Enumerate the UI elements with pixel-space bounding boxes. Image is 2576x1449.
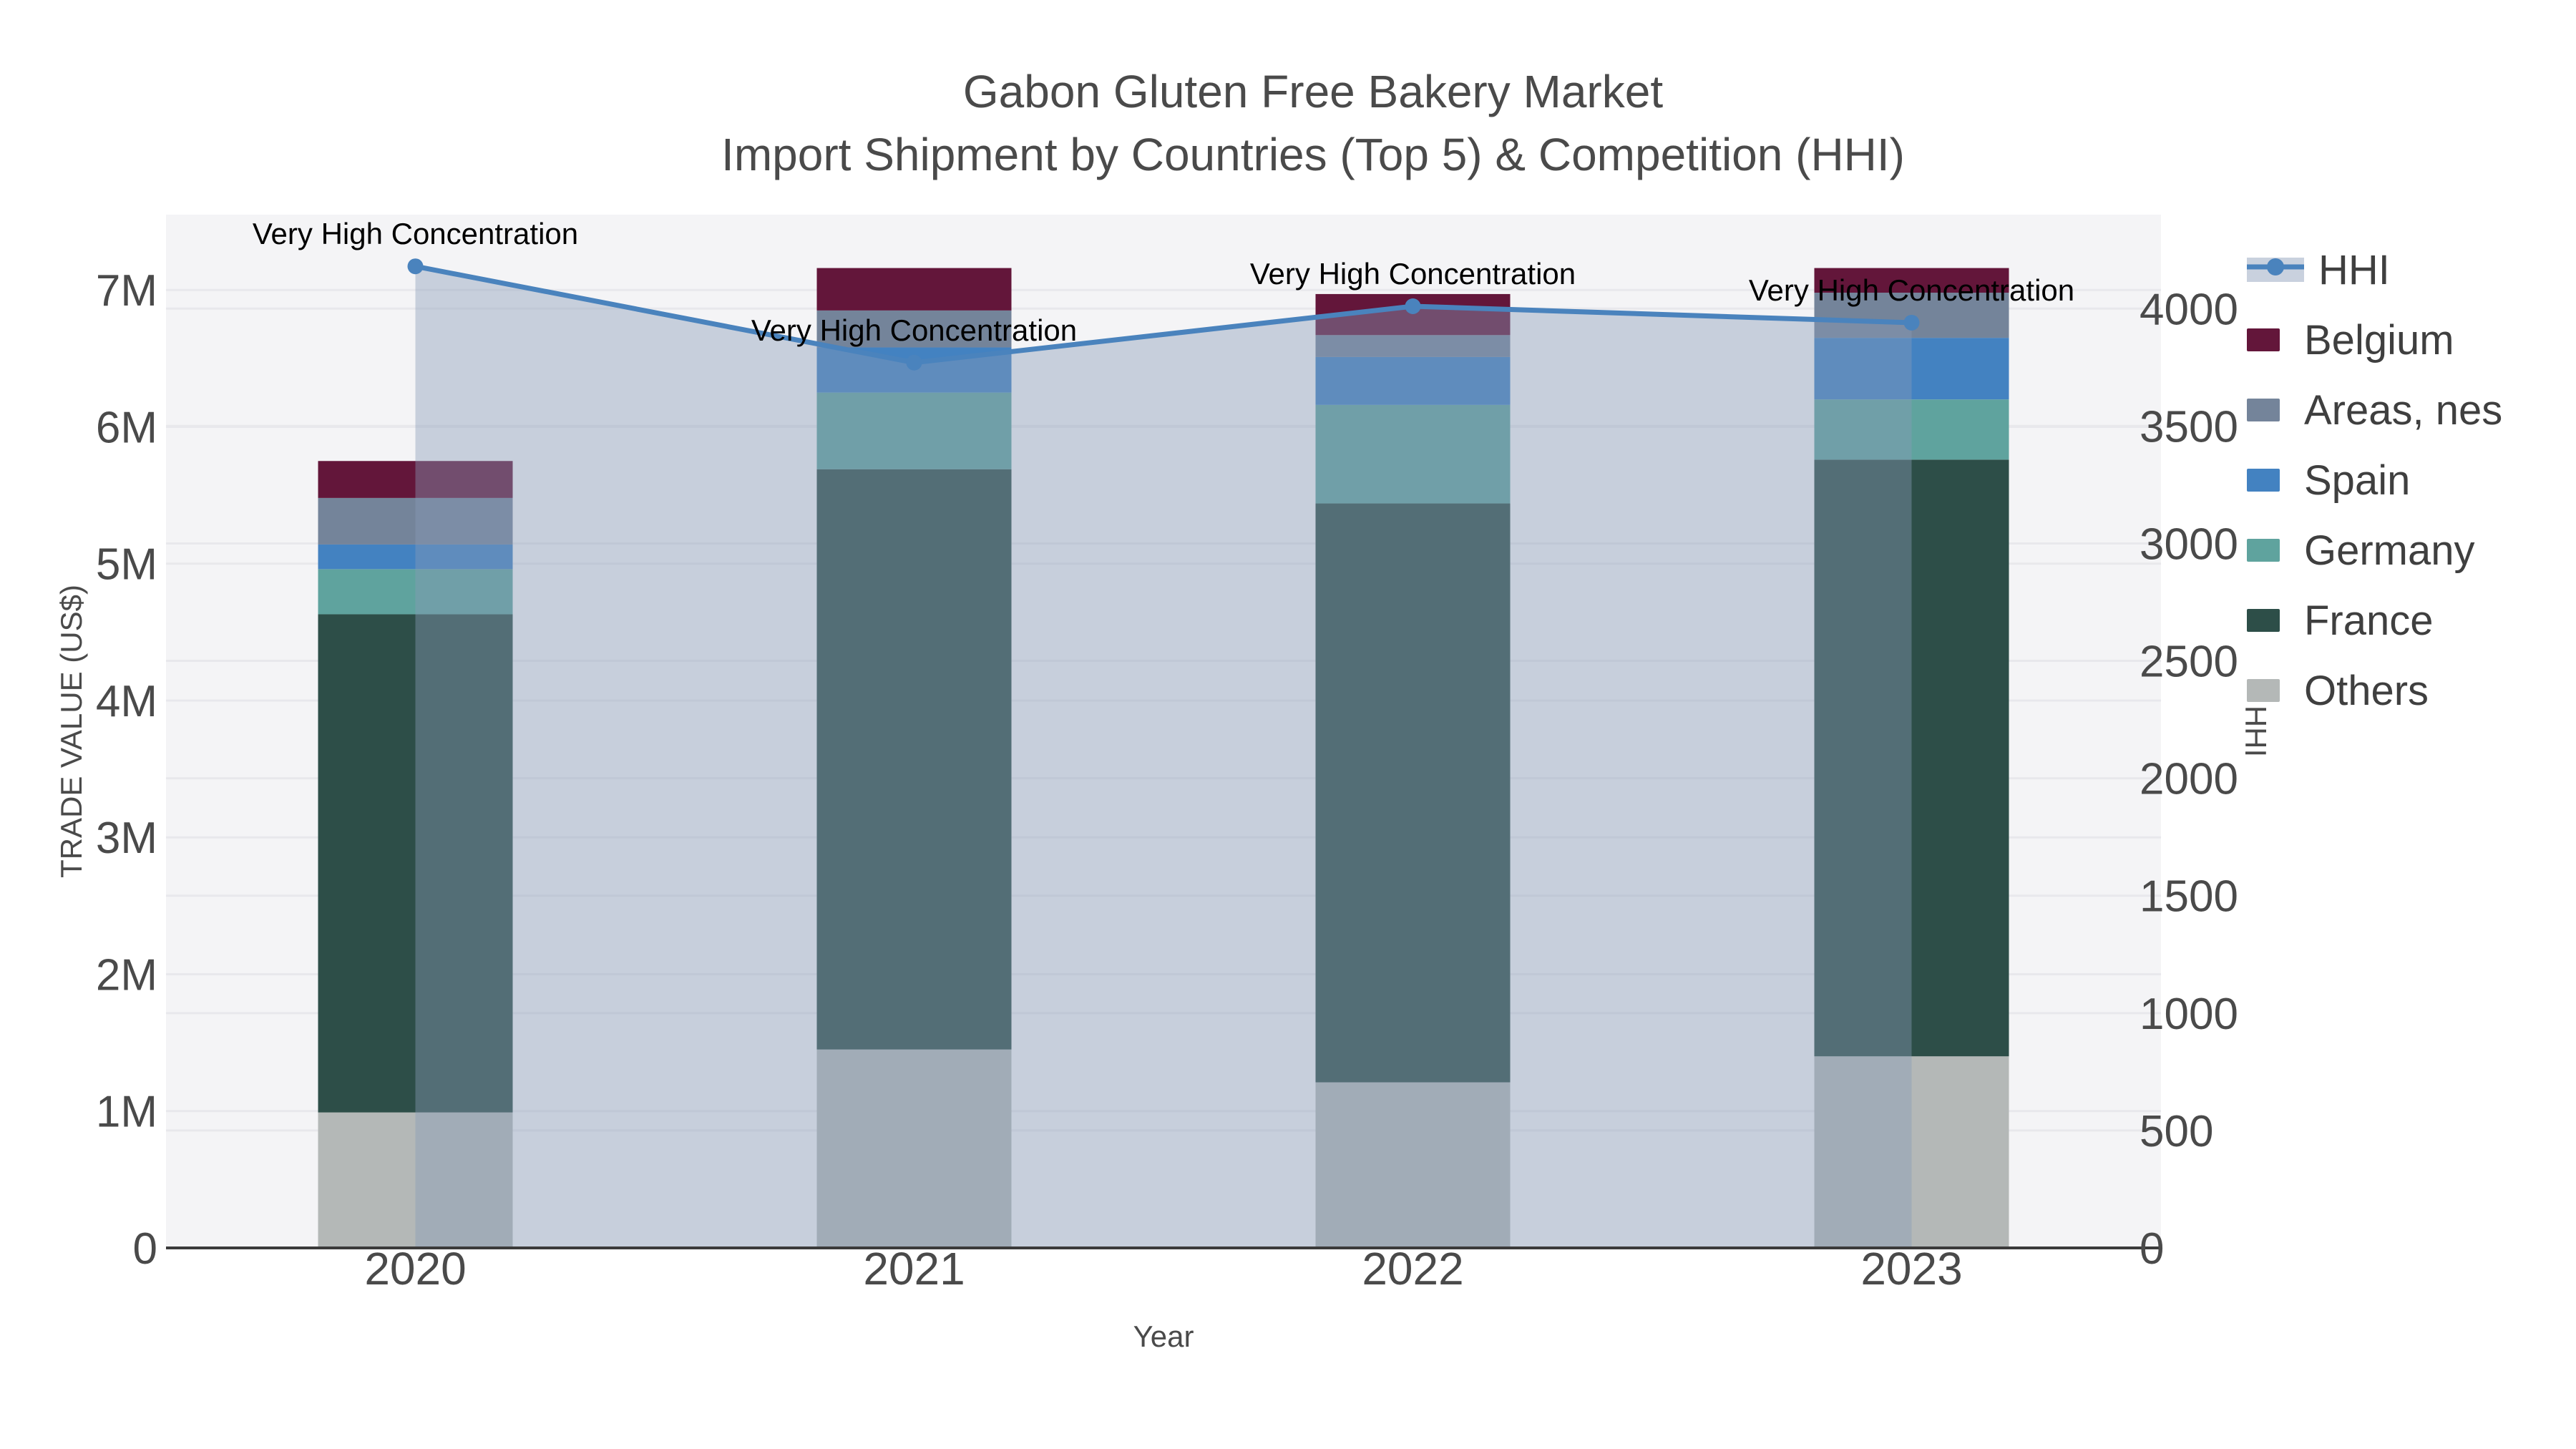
y-right-tick: 3000 bbox=[2140, 519, 2238, 569]
annotation-2021: Very High Concentration bbox=[751, 313, 1077, 347]
chart-title: Gabon Gluten Free Bakery Market Import S… bbox=[0, 60, 2576, 186]
bar-segment-spain-2020[interactable] bbox=[318, 544, 513, 570]
legend-label: Others bbox=[2304, 667, 2429, 714]
legend-item-france[interactable]: France bbox=[2247, 585, 2502, 655]
y-right-tick: 2000 bbox=[2140, 755, 2238, 804]
y-left-tick: 1M bbox=[96, 1088, 157, 1137]
legend: HHI Belgium Areas, nes Spain Germany France Ot… bbox=[2247, 235, 2502, 726]
bar-segment-belgium-2023[interactable] bbox=[1814, 268, 2009, 293]
y-right-tick: 2500 bbox=[2140, 638, 2238, 687]
legend-label: Germany bbox=[2304, 527, 2475, 574]
bar-segment-germany-2021[interactable] bbox=[816, 392, 1012, 469]
legend-item-others[interactable]: Others bbox=[2247, 655, 2502, 726]
bar-segment-belgium-2020[interactable] bbox=[318, 461, 513, 498]
y-left-tick: 2M bbox=[96, 950, 157, 1000]
bar-segment-germany-2020[interactable] bbox=[318, 569, 513, 615]
hhi-line[interactable] bbox=[414, 263, 1912, 366]
hhi-area-fill bbox=[415, 266, 1912, 1249]
hhi-marker-2020[interactable] bbox=[407, 258, 424, 275]
legend-label: Areas, nes bbox=[2304, 386, 2503, 434]
bar-segment-germany-2023[interactable] bbox=[1814, 399, 2009, 460]
x-tick-2020: 2020 bbox=[364, 1243, 466, 1294]
chart-title-line1: Gabon Gluten Free Bakery Market bbox=[962, 66, 1664, 117]
y-left-tick: 4M bbox=[96, 677, 157, 726]
bar-segment-spain-2023[interactable] bbox=[1814, 338, 2009, 400]
legend-item-areas-nes[interactable]: Areas, nes bbox=[2247, 375, 2502, 445]
y-right-tick: 0 bbox=[2140, 1224, 2164, 1274]
legend-color-swatch bbox=[2247, 539, 2280, 562]
hhi-marker-2022[interactable] bbox=[1405, 298, 1421, 314]
bar-segment-spain-2022[interactable] bbox=[1315, 356, 1511, 405]
hhi-line-legend-icon bbox=[2247, 255, 2304, 285]
legend-label: Spain bbox=[2304, 457, 2411, 504]
bar-segment-germany-2022[interactable] bbox=[1315, 404, 1511, 504]
legend-color-swatch bbox=[2247, 679, 2280, 702]
y-left-tick: 7M bbox=[96, 266, 157, 316]
y-right-tick: 500 bbox=[2140, 1107, 2213, 1156]
y-right-tick: 4000 bbox=[2140, 285, 2238, 334]
legend-color-swatch bbox=[2247, 469, 2280, 492]
bar-segment-belgium-2021[interactable] bbox=[816, 268, 1012, 311]
annotation-2023: Very High Concentration bbox=[1749, 273, 2074, 307]
y-right-tick: 1500 bbox=[2140, 872, 2238, 922]
y-left-tick: 6M bbox=[96, 403, 157, 452]
bar-segment-areas-nes-2020[interactable] bbox=[318, 497, 513, 545]
bar-segment-others-2022[interactable] bbox=[1315, 1082, 1511, 1248]
bar-segment-france-2023[interactable] bbox=[1814, 459, 2009, 1057]
y-axis-left-title: TRADE VALUE (US$) bbox=[54, 585, 88, 878]
legend-label: HHI bbox=[2318, 246, 2390, 293]
bar-segment-areas-nes-2021[interactable] bbox=[816, 310, 1012, 348]
hhi-marker-2023[interactable] bbox=[1903, 314, 1920, 331]
bar-segment-areas-nes-2022[interactable] bbox=[1315, 335, 1511, 357]
annotation-2022: Very High Concentration bbox=[1250, 257, 1576, 291]
annotation-2020: Very High Concentration bbox=[253, 217, 578, 250]
x-tick-2023: 2023 bbox=[1860, 1243, 1962, 1294]
legend-item-spain[interactable]: Spain bbox=[2247, 445, 2502, 515]
bar-segment-france-2020[interactable] bbox=[318, 614, 513, 1113]
y-left-tick: 3M bbox=[96, 814, 157, 863]
bar-segment-others-2023[interactable] bbox=[1814, 1056, 2009, 1248]
y-right-tick: 1000 bbox=[2140, 990, 2238, 1039]
bar-segment-france-2021[interactable] bbox=[816, 469, 1012, 1050]
bar-segment-others-2021[interactable] bbox=[816, 1049, 1012, 1248]
legend-color-swatch bbox=[2247, 609, 2280, 632]
legend-item-hhi[interactable]: HHI bbox=[2247, 235, 2502, 305]
legend-label: Belgium bbox=[2304, 316, 2454, 364]
x-axis-title: Year bbox=[1133, 1319, 1194, 1353]
legend-item-germany[interactable]: Germany bbox=[2247, 515, 2502, 585]
y-left-tick: 0 bbox=[133, 1224, 157, 1274]
x-tick-2022: 2022 bbox=[1362, 1243, 1463, 1294]
legend-label: France bbox=[2304, 597, 2434, 644]
legend-color-swatch bbox=[2247, 328, 2280, 351]
bar-segment-others-2020[interactable] bbox=[318, 1112, 513, 1248]
bar-segment-france-2022[interactable] bbox=[1315, 503, 1511, 1083]
legend-item-belgium[interactable]: Belgium bbox=[2247, 305, 2502, 375]
x-tick-2021: 2021 bbox=[863, 1243, 965, 1294]
chart-title-line2: Import Shipment by Countries (Top 5) & C… bbox=[721, 129, 1905, 180]
hhi-marker-2021[interactable] bbox=[906, 354, 922, 371]
legend-color-swatch bbox=[2247, 399, 2280, 421]
y-left-tick: 5M bbox=[96, 540, 157, 590]
y-right-tick: 3500 bbox=[2140, 402, 2238, 452]
